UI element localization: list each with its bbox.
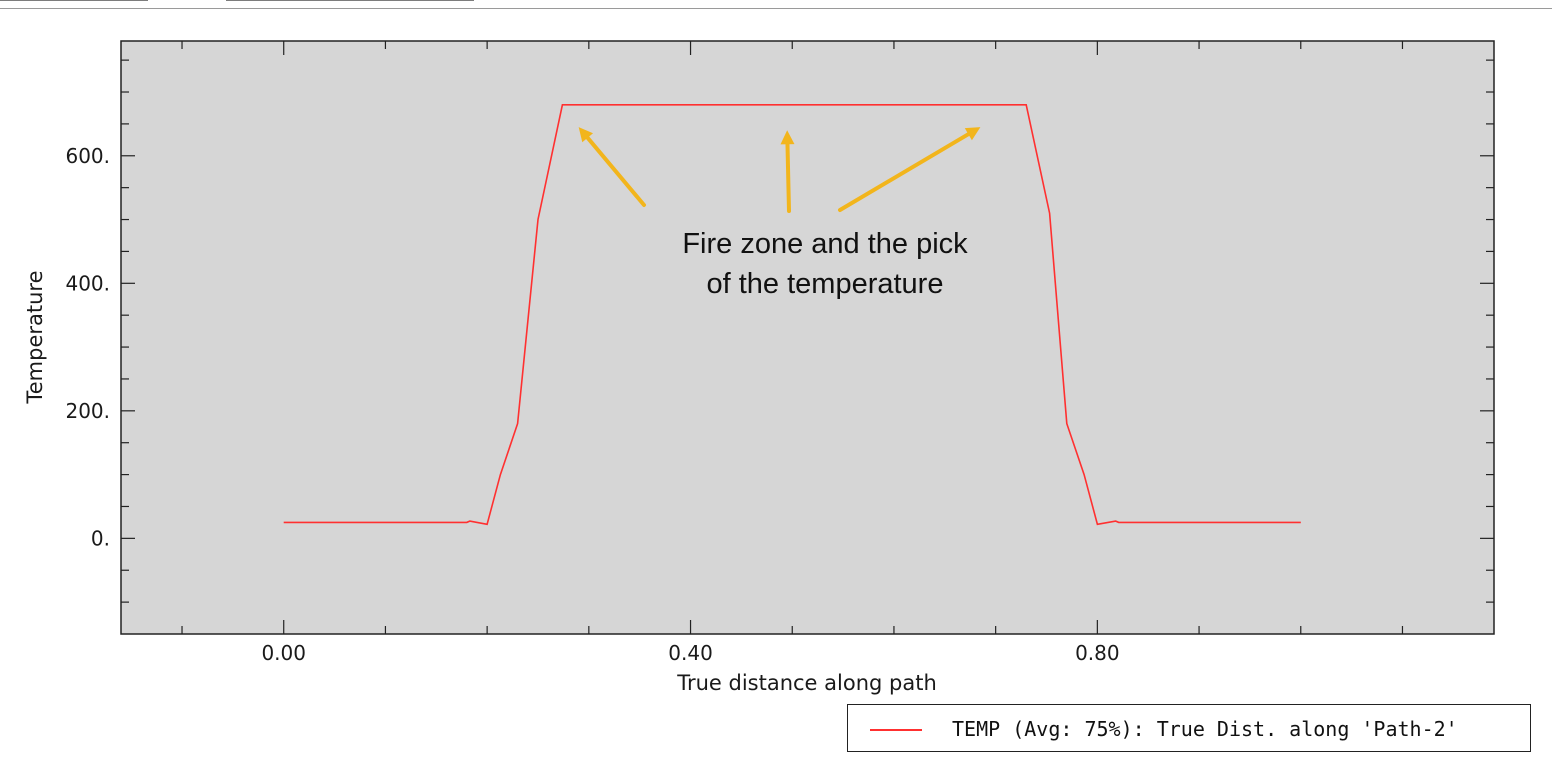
x-tick-label: 0.00 [261, 641, 306, 665]
window-top-strip [0, 0, 1552, 9]
legend-swatch-temp [870, 729, 922, 731]
toolbar-tab-2[interactable] [226, 0, 474, 1]
annotation-arrow [780, 130, 795, 213]
arrow-head [964, 127, 981, 141]
y-tick-label: 0. [91, 526, 110, 550]
legend-label-temp: TEMP (Avg: 75%): True Dist. along 'Path-… [952, 717, 1458, 741]
series-line-temp [283, 104, 1301, 526]
y-tick-label: 600. [65, 144, 110, 168]
annotation-arrow [838, 127, 981, 212]
axis-tick-labels: 0.00 0.40 0.80 0. 200. 400. 600. [65, 144, 1119, 665]
annotation-text-line-1: Fire zone and the pick [682, 228, 968, 260]
annotation-arrow [578, 127, 646, 207]
arrow-shaft [785, 142, 791, 213]
x-tick-label: 0.80 [1075, 641, 1120, 665]
arrow-head [578, 127, 594, 143]
x-tick-label: 0.40 [668, 641, 713, 665]
arrow-shaft [585, 135, 646, 207]
y-axis-title: Temperature [23, 270, 47, 404]
annotation-arrows [578, 127, 981, 213]
x-axis-title: True distance along path [676, 671, 937, 695]
plot-area [120, 40, 1495, 635]
arrow-head [780, 130, 795, 145]
y-tick-label: 200. [65, 399, 110, 423]
y-tick-label: 400. [65, 271, 110, 295]
toolbar-tab-1[interactable] [0, 0, 148, 1]
annotation-text-line-2: of the temperature [707, 268, 944, 300]
axis-ticks [121, 41, 1494, 634]
arrow-shaft [838, 132, 971, 212]
legend: TEMP (Avg: 75%): True Dist. along 'Path-… [847, 704, 1531, 752]
